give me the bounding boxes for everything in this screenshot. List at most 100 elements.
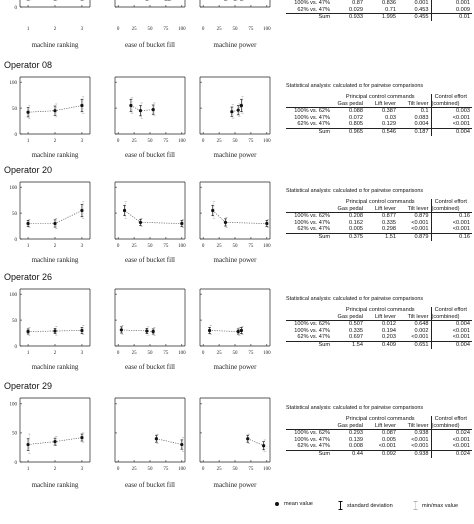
x-tick-label: 3 bbox=[81, 467, 84, 472]
gas-value: 0.44 bbox=[332, 449, 365, 458]
comparison-label: 100% vs. 62% bbox=[294, 213, 330, 220]
y-tick-label: 0 bbox=[15, 461, 18, 466]
y-tick-label: 50 bbox=[12, 319, 18, 324]
effort-value: 0.01 bbox=[430, 13, 472, 21]
effort-value: <0.001 bbox=[430, 436, 473, 444]
x-tick-label: 0 bbox=[202, 139, 205, 144]
table-row: Sum 0.375 1.51 0.879 0.16 bbox=[286, 232, 473, 241]
x-tick-label: 50 bbox=[233, 244, 239, 249]
x-tick-label: 25 bbox=[132, 139, 138, 144]
stats-title: Statistical analysis: calculated α for p… bbox=[286, 83, 424, 89]
lift-value: 0.298 bbox=[382, 226, 396, 233]
principal-controls-header: Principal control commands bbox=[345, 94, 415, 100]
tilt-value: <0.001 bbox=[411, 443, 429, 450]
table-row: 62% vs. 47% 0.697 0.203 <0.001 <0.001 bbox=[286, 334, 473, 342]
effort-value: 0.001 bbox=[430, 0, 472, 7]
table-row: 62% vs. 47% 0.029 0.71 0.453 0.009 bbox=[286, 6, 472, 14]
x-tick-label: 75 bbox=[163, 139, 169, 144]
x-tick-label: 0 bbox=[117, 27, 120, 32]
table-header-group: Principal control commands Control effort bbox=[286, 416, 473, 423]
mean-point bbox=[53, 440, 57, 444]
table-row: 100% vs. 47% 0.162 0.335 <0.001 <0.001 bbox=[286, 219, 473, 227]
lift-value: 0.203 bbox=[382, 334, 396, 341]
lift-value: 0.194 bbox=[382, 327, 396, 334]
mean-point bbox=[119, 328, 123, 332]
tilt-lever-header: Tilt lever bbox=[398, 422, 432, 431]
series-line bbox=[121, 329, 154, 332]
effort-value: <0.001 bbox=[430, 226, 473, 234]
series-line bbox=[130, 105, 154, 112]
lift-value: 0.012 bbox=[382, 321, 396, 328]
gas-value: 0.139 bbox=[349, 436, 363, 443]
gas-value: 0.008 bbox=[349, 443, 363, 450]
x-tick-label: 25 bbox=[132, 467, 138, 472]
x-tick-label: 25 bbox=[217, 244, 223, 249]
effort-value: 0.003 bbox=[430, 107, 473, 115]
x-axis-label: machine ranking bbox=[32, 481, 79, 489]
table-row: Sum 1.54 0.409 0.651 0.004 bbox=[286, 340, 473, 349]
x-tick-label: 3 bbox=[81, 351, 84, 356]
control-effort-header: Control effort bbox=[430, 199, 473, 206]
control-effort-header: Control effort bbox=[430, 94, 473, 101]
gas-value: 1.54 bbox=[332, 340, 365, 349]
x-tick-label: 0 bbox=[202, 244, 205, 249]
table-row: 100% vs. 47% 0.87 0.836 0.001 0.001 bbox=[286, 0, 472, 7]
table-row: 100% vs. 47% 0.072 0.03 0.083 <0.001 bbox=[286, 114, 473, 122]
mean-point bbox=[154, 437, 158, 441]
mean-point bbox=[236, 329, 240, 334]
x-axis-label: machine power bbox=[214, 481, 258, 489]
y-tick-label: 0 bbox=[15, 345, 18, 350]
table-row: 62% vs. 47% 0.005 0.298 <0.001 <0.001 bbox=[286, 226, 473, 234]
principal-controls-header: Principal control commands bbox=[345, 416, 415, 422]
x-tick-label: 25 bbox=[132, 351, 138, 356]
plot-row-3: 0 50 100 1 2 3 machine ranking 0 25 50 75 100 ease o… bbox=[10, 288, 271, 371]
mean-point bbox=[80, 103, 84, 108]
mean-point bbox=[26, 221, 30, 226]
lift-value: 0.546 bbox=[365, 127, 398, 136]
tilt-value: 0.648 bbox=[414, 321, 429, 328]
tilt-value: <0.001 bbox=[411, 226, 429, 233]
effort-value: <0.001 bbox=[430, 121, 473, 129]
plot-panel-power: 0 25 50 75 100 machine power bbox=[199, 181, 271, 264]
mean-point bbox=[53, 329, 57, 333]
tilt-value: 0.083 bbox=[414, 114, 429, 121]
mean-point bbox=[53, 221, 57, 226]
mean-point bbox=[239, 328, 243, 333]
lift-value: 0.877 bbox=[382, 213, 396, 220]
tilt-value: <0.001 bbox=[411, 219, 429, 226]
combined-header: (combined) bbox=[430, 100, 473, 109]
gas-value: 0.375 bbox=[332, 232, 365, 241]
x-tick-label: 0 bbox=[117, 467, 120, 472]
x-axis-label: machine ranking bbox=[32, 256, 79, 264]
operator-title: Operator 08 bbox=[4, 60, 53, 70]
comparison-label: 100% vs. 62% bbox=[294, 430, 330, 437]
x-tick-label: 100 bbox=[178, 139, 186, 144]
x-tick-label: 100 bbox=[263, 467, 271, 472]
operator-block-1: Operator 08 0 50 100 1 2 3 machine ranking 0 25 5… bbox=[0, 60, 474, 160]
mean-point bbox=[246, 437, 250, 441]
effort-value: 0.024 bbox=[430, 449, 473, 458]
x-axis-label: machine power bbox=[214, 41, 258, 49]
x-tick-label: 75 bbox=[248, 351, 254, 356]
plot-panel-power: 0 25 50 75 100 machine power bbox=[199, 76, 271, 159]
mean-point bbox=[138, 220, 143, 225]
effort-value: 0.004 bbox=[430, 320, 473, 328]
legend-sd: standard deviation bbox=[338, 501, 393, 510]
lift-value: 1.51 bbox=[365, 232, 398, 241]
mean-point bbox=[80, 435, 84, 440]
x-tick-label: 100 bbox=[178, 244, 186, 249]
y-tick-label: 50 bbox=[12, 107, 18, 112]
stats-title: Statistical analysis: calculated α for p… bbox=[286, 188, 424, 194]
lift-value: 0.836 bbox=[382, 0, 396, 6]
comparison-label: 100% vs. 47% bbox=[294, 114, 330, 121]
comparison-label: 100% vs. 47% bbox=[294, 0, 330, 6]
lift-value: 0.409 bbox=[365, 340, 398, 349]
gas-pedal-header: Gas pedal bbox=[332, 100, 365, 109]
table-row: 62% vs. 47% 0.805 0.129 0.004 <0.001 bbox=[286, 121, 473, 129]
tilt-value: 0.002 bbox=[414, 327, 429, 334]
gas-value: 0.088 bbox=[349, 108, 363, 115]
mean-point bbox=[223, 220, 228, 225]
plot-panel-power: 0 25 50 75 100 machine power bbox=[199, 0, 271, 49]
operator-block-3: Operator 26 0 50 100 1 2 3 machine ranking 0 25 5… bbox=[0, 272, 474, 372]
x-tick-label: 100 bbox=[178, 27, 186, 32]
